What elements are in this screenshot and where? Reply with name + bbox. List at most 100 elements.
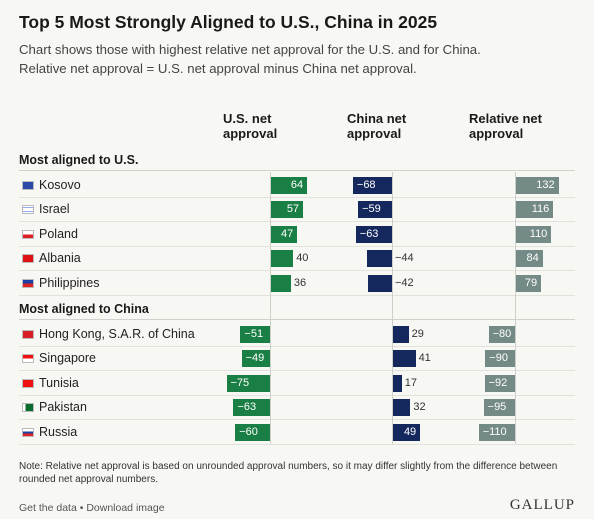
table-row: Kosovo 64 −68 132: [0, 174, 594, 198]
relative-bar: [483, 399, 515, 417]
relative-bar: [515, 177, 559, 194]
us-bar: [226, 374, 270, 392]
country-flag-icon: [22, 330, 34, 339]
relative-bar: [515, 201, 554, 219]
china-value-label: 29: [411, 328, 424, 340]
relative-value-label: −95: [487, 401, 507, 414]
row-divider: [19, 394, 575, 396]
table-row: Singapore −49 41 −90: [0, 347, 594, 372]
relative-value-label: 116: [531, 203, 550, 216]
section-label-china: Most aligned to China: [19, 302, 149, 316]
country-name: Philippines: [39, 275, 100, 290]
country-flag-icon: [22, 229, 34, 239]
table-row: Albania 40 −44 84: [0, 247, 594, 272]
relative-value-label: 79: [524, 276, 538, 289]
us-value-label: 64: [290, 179, 304, 191]
subtitle-line-2: Relative net approval = U.S. net approva…: [19, 61, 417, 76]
country-name: Russia: [39, 424, 78, 439]
relative-value-label: −80: [492, 328, 512, 340]
country-name: Israel: [39, 202, 70, 217]
us-bar: [241, 350, 270, 368]
relative-bar: [515, 225, 552, 243]
country-flag-icon: [22, 354, 34, 364]
relative-value-label: 132: [536, 179, 555, 191]
row-divider: [19, 419, 575, 421]
us-value-label: −60: [239, 425, 258, 438]
gallup-logo: GALLUP: [509, 497, 575, 513]
relative-value-label: −90: [489, 352, 508, 365]
us-value-label: −63: [237, 401, 257, 414]
relative-bar: [515, 250, 543, 268]
table-row: Pakistan −63 32 −95: [0, 396, 594, 421]
country-name: Tunisia: [39, 375, 79, 390]
us-value-label: −49: [245, 352, 265, 365]
country-name: Poland: [39, 226, 78, 241]
china-bar: [358, 201, 392, 219]
us-bar: [270, 274, 291, 292]
relative-value-label: 84: [526, 252, 539, 265]
download-image-link[interactable]: Download image: [86, 502, 165, 514]
table-row: Israel 57 −59 116: [0, 198, 594, 223]
relative-value-label: −110: [482, 425, 507, 438]
country-name: Singapore: [39, 351, 96, 366]
china-bar: [367, 274, 392, 292]
china-bar: [392, 374, 402, 392]
china-value-label: −42: [395, 276, 414, 289]
china-bar: [355, 225, 392, 243]
china-value-label: 41: [418, 352, 431, 365]
table-row: Russia −60 49 −110: [0, 421, 594, 445]
row-divider: [19, 370, 575, 372]
relative-bar: [484, 374, 515, 392]
country-flag-icon: [22, 403, 34, 413]
relative-axis-line: [515, 172, 516, 444]
us-value-label: 57: [286, 203, 300, 216]
relative-value-label: −92: [488, 376, 508, 389]
country-flag-icon: [22, 181, 34, 190]
us-axis-line: [270, 172, 271, 444]
us-value-label: 47: [281, 227, 294, 240]
china-bar: [352, 177, 392, 194]
get-data-link[interactable]: Get the data: [19, 502, 77, 514]
country-flag-icon: [22, 427, 34, 437]
country-name: Kosovo: [39, 178, 81, 192]
row-divider: [19, 197, 575, 198]
separator-dot: •: [79, 502, 84, 514]
china-value-label: 17: [404, 376, 418, 389]
footer-links: Get the data • Download image: [19, 502, 165, 514]
china-bar: [392, 350, 416, 368]
row-divider: [19, 443, 575, 445]
us-value-label: −75: [230, 376, 250, 389]
relative-bar: [515, 274, 542, 292]
row-divider: [19, 221, 575, 223]
section-divider: [19, 319, 575, 320]
us-value-label: −51: [244, 328, 264, 340]
china-value-label: −59: [362, 203, 381, 216]
china-value-label: 49: [403, 425, 417, 438]
us-bar: [270, 225, 298, 243]
chart-title: Top 5 Most Strongly Aligned to U.S., Chi…: [19, 12, 438, 32]
chart-subtitle: Chart shows those with highest relative …: [19, 40, 584, 78]
footnote: Note: Relative net approval is based on …: [19, 461, 558, 485]
china-value-label: −44: [395, 252, 414, 265]
china-bar: [392, 399, 411, 417]
china-value-label: −63: [359, 227, 379, 240]
china-value-label: −68: [356, 179, 376, 191]
relative-column-header: Relative net approval: [469, 111, 542, 141]
country-name: Albania: [39, 251, 81, 266]
country-name: Hong Kong, S.A.R. of China: [39, 327, 195, 341]
country-flag-icon: [22, 254, 34, 264]
country-flag-icon: [22, 378, 34, 388]
us-bar: [270, 201, 304, 219]
relative-bar: [488, 326, 515, 343]
us-bar: [240, 326, 270, 343]
us-bar: [270, 177, 308, 194]
china-axis-line: [392, 172, 393, 444]
us-bar: [233, 399, 270, 417]
us-column-header: U.S. net approval: [223, 111, 278, 141]
country-flag-icon: [22, 278, 34, 288]
china-column-header: China net approval: [347, 111, 407, 141]
section-label-us: Most aligned to U.S.: [19, 153, 139, 167]
relative-bar: [478, 423, 515, 441]
row-divider: [19, 245, 575, 247]
row-divider: [19, 346, 575, 347]
